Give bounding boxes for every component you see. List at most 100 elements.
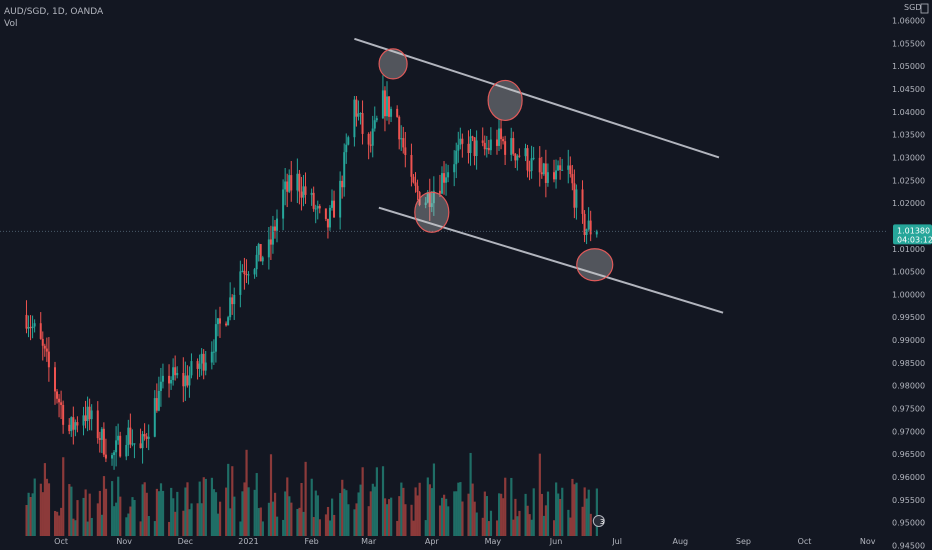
candle [353, 96, 356, 147]
volume-bar [400, 482, 403, 536]
candle [438, 174, 441, 197]
y-tick-label: 1.04500 [892, 85, 925, 94]
trendline [378, 206, 724, 314]
volume-bar [43, 463, 47, 536]
candle [500, 119, 503, 150]
candle-body [461, 138, 464, 144]
candle-body [388, 96, 391, 117]
candle [318, 204, 321, 214]
volume-bar [82, 497, 85, 536]
volume-bar [186, 482, 189, 536]
candle-body [559, 165, 562, 170]
highlight-ellipse [378, 48, 408, 80]
volume-bar [188, 509, 191, 536]
candle [218, 306, 221, 338]
volume-bar [314, 490, 317, 536]
candle [33, 319, 36, 333]
candle [489, 127, 492, 155]
candle-body [172, 367, 175, 380]
candle [133, 443, 136, 459]
volume-bar [412, 520, 415, 536]
y-tick-label: 1.04000 [892, 108, 925, 117]
candle [98, 431, 101, 453]
x-tick-label: Mar [361, 537, 377, 546]
candle-body [428, 192, 431, 207]
volume-bar [218, 501, 222, 536]
candle [483, 135, 486, 156]
volume-bar [117, 476, 120, 536]
volume-bar [182, 510, 185, 536]
candle [595, 229, 598, 238]
volume-bar [271, 501, 275, 536]
symbol-title[interactable]: AUD/SGD, 1D, OANDA [4, 7, 104, 17]
volume-bar [357, 492, 360, 536]
candle [339, 171, 342, 230]
volume-bar [261, 521, 264, 536]
volume-bar [587, 489, 590, 536]
currency-label: SGD [904, 3, 921, 12]
candle-body [141, 434, 144, 449]
volume-bar [170, 487, 173, 536]
candle [261, 255, 264, 266]
y-tick-label: 1.03500 [892, 131, 925, 140]
volume-bar [33, 478, 36, 536]
x-tick-label: Feb [305, 537, 319, 546]
candle-body [324, 208, 327, 219]
x-tick-label: Sep [736, 537, 751, 546]
volume-bar [86, 521, 89, 536]
volume-bar [243, 482, 246, 536]
candle [210, 341, 213, 370]
price-axis[interactable]: 1.06000 1.05500 1.05000 1.04500 1.04000 1.035… [892, 3, 929, 550]
volume-bar [70, 486, 73, 536]
candle [357, 100, 360, 121]
candle [367, 132, 370, 160]
candle [255, 245, 258, 277]
y-tick-label: 1.03000 [892, 153, 925, 162]
candle [398, 115, 401, 150]
volume-bar [133, 499, 136, 536]
candle [575, 184, 578, 220]
highlight-ellipses[interactable] [378, 48, 614, 282]
y-tick-label: 0.99500 [892, 313, 925, 322]
candle [416, 179, 419, 201]
volume-bar [98, 490, 102, 536]
trendlines[interactable] [354, 37, 724, 314]
candle-body [557, 165, 560, 171]
volume-bar [176, 491, 179, 536]
candle-body [43, 345, 46, 349]
x-tick-label: 2021 [238, 537, 258, 546]
candle [190, 353, 193, 379]
candle [414, 172, 417, 193]
volume-bar [62, 457, 65, 536]
volume-bar [113, 506, 116, 536]
volume-bar [88, 493, 91, 536]
volume-bar [216, 513, 220, 536]
currency-box-icon [920, 3, 929, 14]
candle-body [261, 257, 264, 262]
candle-body [502, 139, 505, 142]
candle-body [561, 169, 564, 171]
candle-body [68, 424, 71, 432]
volume-bar [202, 477, 205, 536]
candle-body [196, 361, 199, 369]
volume-bar [290, 502, 293, 536]
time-axis[interactable]: Oct Nov Dec 2021 Feb Mar Apr May Jun Jul Aug Sep Oct… [54, 537, 876, 546]
candle-body [176, 372, 179, 376]
volume-indicator-label[interactable]: Vol [4, 19, 18, 29]
candle-body [495, 139, 498, 146]
volume-bar [440, 497, 444, 536]
candle [361, 100, 364, 145]
candle [310, 188, 313, 206]
candle [96, 401, 99, 444]
candle-body [404, 147, 407, 156]
volume-bar [381, 466, 385, 536]
candle [214, 309, 217, 363]
candle [544, 149, 547, 198]
candle-body [257, 244, 260, 255]
candle-body [571, 174, 574, 184]
candle-body [518, 155, 521, 157]
candle [502, 136, 505, 145]
candle-body [84, 415, 87, 422]
candle [155, 383, 158, 413]
